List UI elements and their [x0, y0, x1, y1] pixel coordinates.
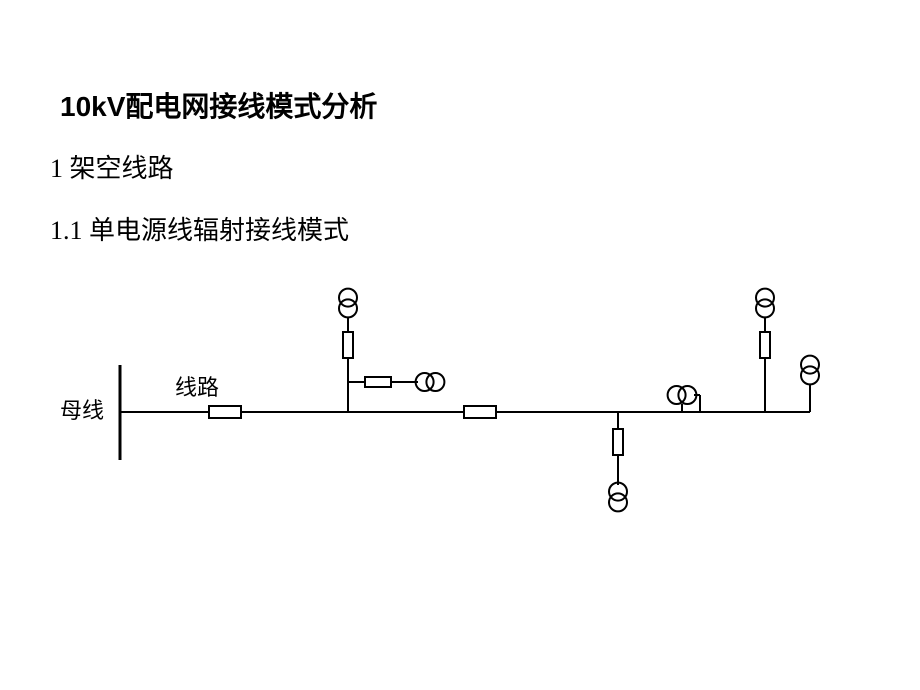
circuit-diagram: 母线 线路: [0, 0, 920, 690]
circuit-svg: 母线 线路: [0, 0, 920, 690]
line-label: 线路: [175, 375, 219, 400]
busbar-label: 母线: [60, 398, 104, 423]
